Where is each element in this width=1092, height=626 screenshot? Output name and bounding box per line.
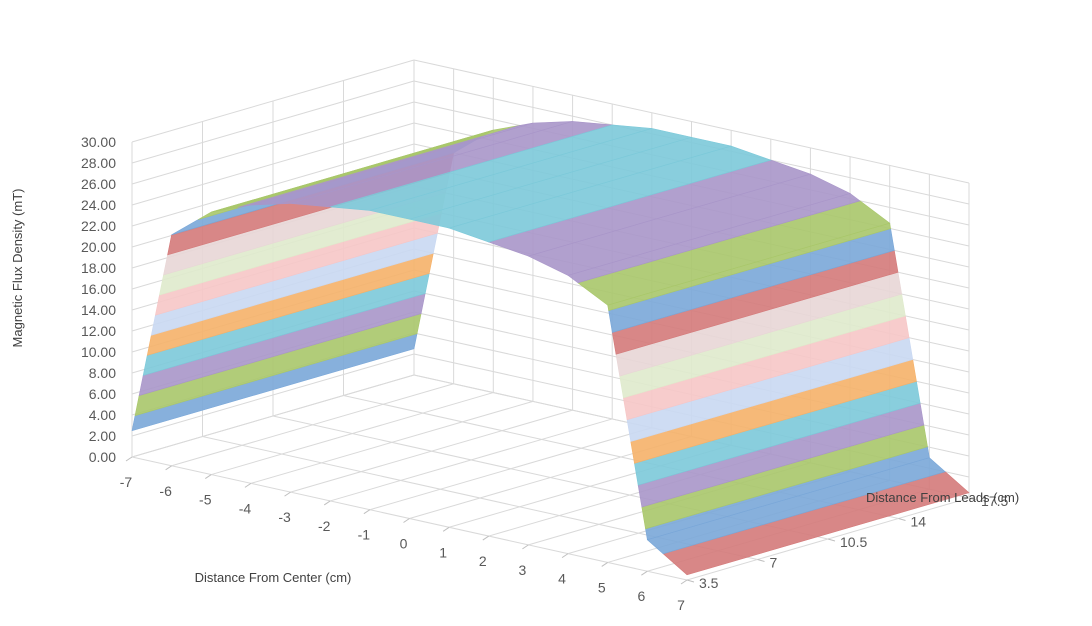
z-tick-label: 6.00 — [89, 386, 116, 402]
y-axis-title: Distance From Leads (cm) — [866, 490, 1019, 505]
surface-band — [448, 145, 772, 243]
x-tick-mark — [323, 500, 331, 506]
z-tick-label: 0.00 — [89, 449, 116, 465]
y-tick-mark — [757, 559, 765, 562]
x-tick-mark — [125, 456, 133, 462]
surface-plot — [131, 121, 970, 576]
y-tick-label: 10.5 — [840, 534, 867, 550]
z-tick-label: 8.00 — [89, 365, 116, 381]
y-tick-mark — [898, 518, 906, 521]
x-tick-mark — [284, 491, 291, 497]
x-tick-mark — [403, 518, 410, 523]
surface-band — [607, 222, 891, 312]
z-tick-label: 16.00 — [81, 281, 116, 297]
x-tick-mark — [601, 562, 608, 567]
x-tick-mark — [641, 570, 648, 576]
y-tick-mark — [827, 538, 836, 542]
x-tick-label: -3 — [278, 509, 291, 525]
surface-band — [567, 193, 861, 284]
x-tick-label: 1 — [439, 544, 447, 560]
x-axis-ticks: -7 -6 -5 -4 -3 -2 -1 0 1 2 3 4 5 6 7 — [120, 456, 688, 613]
z-tick-label: 30.00 — [81, 134, 116, 150]
z-tick-label: 14.00 — [81, 302, 116, 318]
x-tick-mark — [482, 535, 490, 541]
x-tick-label: -2 — [318, 518, 331, 534]
x-tick-mark — [363, 509, 371, 515]
z-tick-label: 12.00 — [81, 323, 116, 339]
x-tick-label: 7 — [677, 597, 685, 613]
x-tick-label: -7 — [120, 474, 133, 490]
y-tick-label: 7 — [770, 555, 778, 571]
x-tick-mark — [244, 482, 252, 488]
x-tick-mark — [680, 579, 688, 585]
y-axis-ticks: 3.5 7 10.5 14 17.5 — [686, 493, 1008, 591]
x-tick-mark — [205, 474, 212, 479]
z-axis-ticks: 0.00 2.00 4.00 6.00 8.00 10.00 12.00 14.00 16.00… — [81, 134, 116, 465]
z-tick-label: 2.00 — [89, 428, 116, 444]
x-tick-label: -5 — [199, 492, 212, 508]
x-tick-label: 5 — [598, 579, 606, 595]
x-tick-label: 2 — [479, 553, 487, 569]
x-tick-mark — [561, 553, 569, 559]
y-tick-mark — [968, 497, 977, 501]
y-tick-label: 14 — [911, 514, 927, 530]
x-axis-title: Distance From Center (cm) — [195, 570, 352, 585]
x-tick-label: -1 — [358, 527, 371, 543]
z-tick-label: 20.00 — [81, 239, 116, 255]
z-tick-label: 18.00 — [81, 260, 116, 276]
y-tick-label: 3.5 — [699, 575, 719, 591]
x-tick-label: 3 — [519, 562, 527, 578]
x-tick-mark — [442, 526, 450, 532]
z-tick-label: 26.00 — [81, 176, 116, 192]
x-tick-label: -4 — [239, 500, 252, 516]
y-tick-label: 17.5 — [981, 493, 1008, 509]
x-tick-label: 6 — [637, 588, 645, 604]
x-tick-label: 4 — [558, 571, 566, 587]
y-tick-mark — [686, 579, 695, 583]
z-tick-label: 4.00 — [89, 407, 116, 423]
surface-band — [646, 457, 946, 555]
x-tick-label: -6 — [159, 483, 172, 499]
z-tick-label: 10.00 — [81, 344, 116, 360]
z-tick-label: 22.00 — [81, 218, 116, 234]
x-tick-mark — [165, 465, 172, 471]
x-tick-mark — [522, 544, 529, 550]
z-axis-title: Magnetic Flux Density (mT) — [10, 189, 25, 348]
x-tick-label: 0 — [400, 536, 408, 552]
z-tick-label: 28.00 — [81, 155, 116, 171]
z-tick-label: 24.00 — [81, 197, 116, 213]
